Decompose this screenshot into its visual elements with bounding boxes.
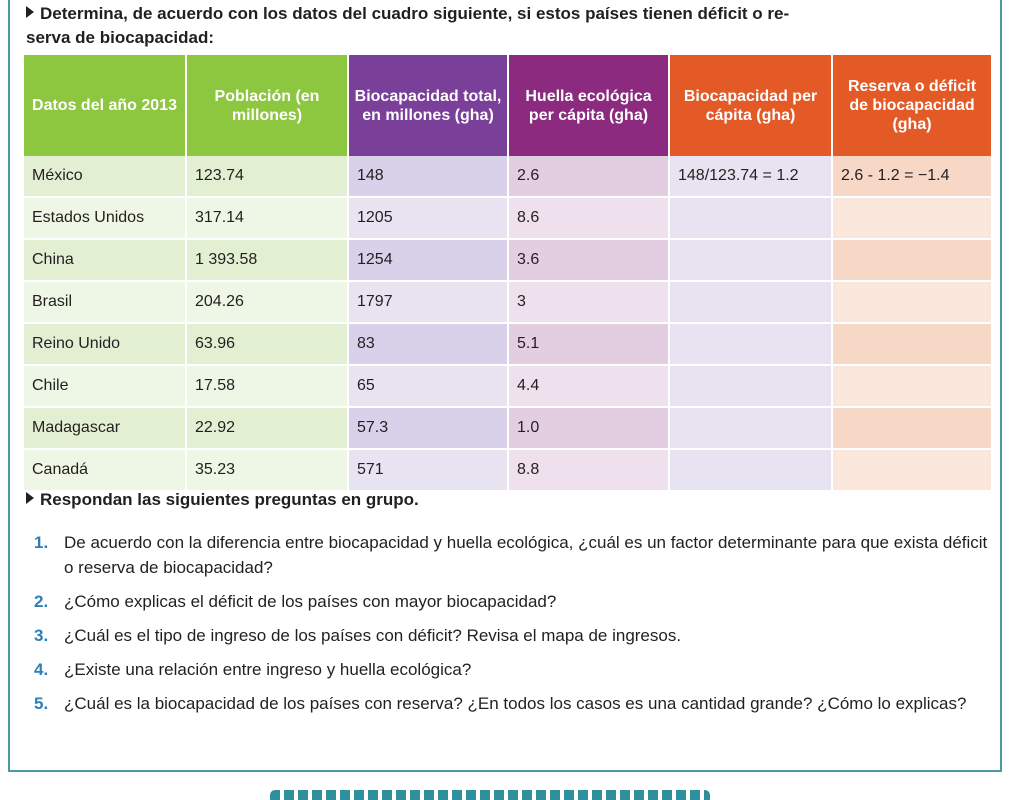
cell-biocapacity-per-capita [668, 198, 831, 240]
question-text: De acuerdo con la diferencia entre bioca… [64, 533, 988, 577]
cell-total-biocapacity: 148 [347, 156, 507, 198]
cell-population: 22.92 [185, 408, 347, 450]
table-header-row: Datos del año 2013 Población (en millone… [24, 55, 991, 156]
cell-country: Estados Unidos [24, 198, 185, 240]
cell-reserve-or-deficit [831, 282, 991, 324]
cell-reserve-or-deficit [831, 450, 991, 492]
question-item: 3. ¿Cuál es el tipo de ingreso de los paí… [34, 623, 994, 648]
table-row: China 1 393.58 1254 3.6 [24, 240, 991, 282]
cell-population: 17.58 [185, 366, 347, 408]
cell-biocapacity-per-capita: 148/123.74 = 1.2 [668, 156, 831, 198]
question-item: 5. ¿Cuál es la biocapacidad de los países… [34, 691, 994, 716]
cell-reserve-or-deficit [831, 408, 991, 450]
cell-country: Reino Unido [24, 324, 185, 366]
table-row: México 123.74 148 2.6 148/123.74 = 1.2 2.6 - … [24, 156, 991, 198]
cut-off-next-heading [270, 786, 710, 800]
group-heading: Respondan las siguientes preguntas en gr… [26, 489, 419, 511]
cell-ecological-footprint: 1.0 [507, 408, 668, 450]
table-row: Brasil 204.26 1797 3 [24, 282, 991, 324]
question-text: ¿Cuál es el tipo de ingreso de los paíse… [64, 626, 682, 645]
cell-biocapacity-per-capita [668, 282, 831, 324]
cell-total-biocapacity: 1797 [347, 282, 507, 324]
cell-population: 317.14 [185, 198, 347, 240]
header-year: Datos del año 2013 [24, 55, 185, 156]
cell-total-biocapacity: 1254 [347, 240, 507, 282]
cell-population: 204.26 [185, 282, 347, 324]
cell-total-biocapacity: 57.3 [347, 408, 507, 450]
cell-country: México [24, 156, 185, 198]
question-item: 2. ¿Cómo explicas el déficit de los paíse… [34, 589, 994, 614]
cell-ecological-footprint: 8.6 [507, 198, 668, 240]
table-row: Chile 17.58 65 4.4 [24, 366, 991, 408]
cell-country: China [24, 240, 185, 282]
cell-biocapacity-per-capita [668, 240, 831, 282]
question-text: ¿Cuál es la biocapacidad de los países c… [64, 694, 967, 713]
question-number: 5. [34, 694, 49, 713]
header-ecological-footprint: Huella ecológica per cápita (gha) [507, 55, 668, 156]
group-heading-text: Respondan las siguientes preguntas en gr… [40, 490, 419, 509]
cell-reserve-or-deficit [831, 240, 991, 282]
frame-right-border [1000, 0, 1002, 772]
cell-biocapacity-per-capita [668, 366, 831, 408]
cell-total-biocapacity: 1205 [347, 198, 507, 240]
header-biocapacity-per-capita: Biocapacidad per cápita (gha) [668, 55, 831, 156]
header-population: Población (en millones) [185, 55, 347, 156]
cell-country: Chile [24, 366, 185, 408]
cell-reserve-or-deficit [831, 366, 991, 408]
cell-country: Canadá [24, 450, 185, 492]
cell-population: 1 393.58 [185, 240, 347, 282]
header-reserve-or-deficit: Reserva o déficit de biocapacidad (gha) [831, 55, 991, 156]
header-total-biocapacity: Biocapacidad total, en millones (gha) [347, 55, 507, 156]
cell-ecological-footprint: 3 [507, 282, 668, 324]
question-number: 3. [34, 626, 49, 645]
bullet-triangle-icon [26, 6, 34, 18]
cell-country: Brasil [24, 282, 185, 324]
table-row: Canadá 35.23 571 8.8 [24, 450, 991, 492]
cell-ecological-footprint: 2.6 [507, 156, 668, 198]
cell-ecological-footprint: 3.6 [507, 240, 668, 282]
cell-reserve-or-deficit [831, 324, 991, 366]
question-list: 1. De acuerdo con la diferencia entre bio… [34, 530, 994, 725]
cell-ecological-footprint: 5.1 [507, 324, 668, 366]
question-number: 2. [34, 592, 49, 611]
question-number: 4. [34, 660, 49, 679]
table-row: Estados Unidos 317.14 1205 8.6 [24, 198, 991, 240]
question-text: ¿Cómo explicas el déficit de los países … [64, 592, 557, 611]
cell-total-biocapacity: 83 [347, 324, 507, 366]
bullet-triangle-icon [26, 492, 34, 504]
instruction-line-1: Determina, de acuerdo con los datos del … [40, 4, 790, 23]
cell-reserve-or-deficit [831, 198, 991, 240]
cell-population: 123.74 [185, 156, 347, 198]
biocapacity-table: Datos del año 2013 Población (en millone… [24, 55, 991, 492]
cell-total-biocapacity: 65 [347, 366, 507, 408]
cell-country: Madagascar [24, 408, 185, 450]
table-row: Reino Unido 63.96 83 5.1 [24, 324, 991, 366]
cell-population: 35.23 [185, 450, 347, 492]
cell-biocapacity-per-capita [668, 450, 831, 492]
question-text: ¿Existe una relación entre ingreso y hue… [64, 660, 472, 679]
instruction-text: Determina, de acuerdo con los datos del … [26, 2, 986, 50]
frame-bottom-border [8, 770, 1002, 772]
question-item: 1. De acuerdo con la diferencia entre bio… [34, 530, 994, 580]
cell-biocapacity-per-capita [668, 408, 831, 450]
question-item: 4. ¿Existe una relación entre ingreso y h… [34, 657, 994, 682]
instruction-line-2: serva de biocapacidad: [26, 28, 215, 47]
cell-ecological-footprint: 8.8 [507, 450, 668, 492]
cell-population: 63.96 [185, 324, 347, 366]
table-row: Madagascar 22.92 57.3 1.0 [24, 408, 991, 450]
cell-biocapacity-per-capita [668, 324, 831, 366]
cell-reserve-or-deficit: 2.6 - 1.2 = −1.4 [831, 156, 991, 198]
cell-ecological-footprint: 4.4 [507, 366, 668, 408]
frame-left-border [8, 0, 10, 772]
question-number: 1. [34, 533, 49, 552]
cell-total-biocapacity: 571 [347, 450, 507, 492]
